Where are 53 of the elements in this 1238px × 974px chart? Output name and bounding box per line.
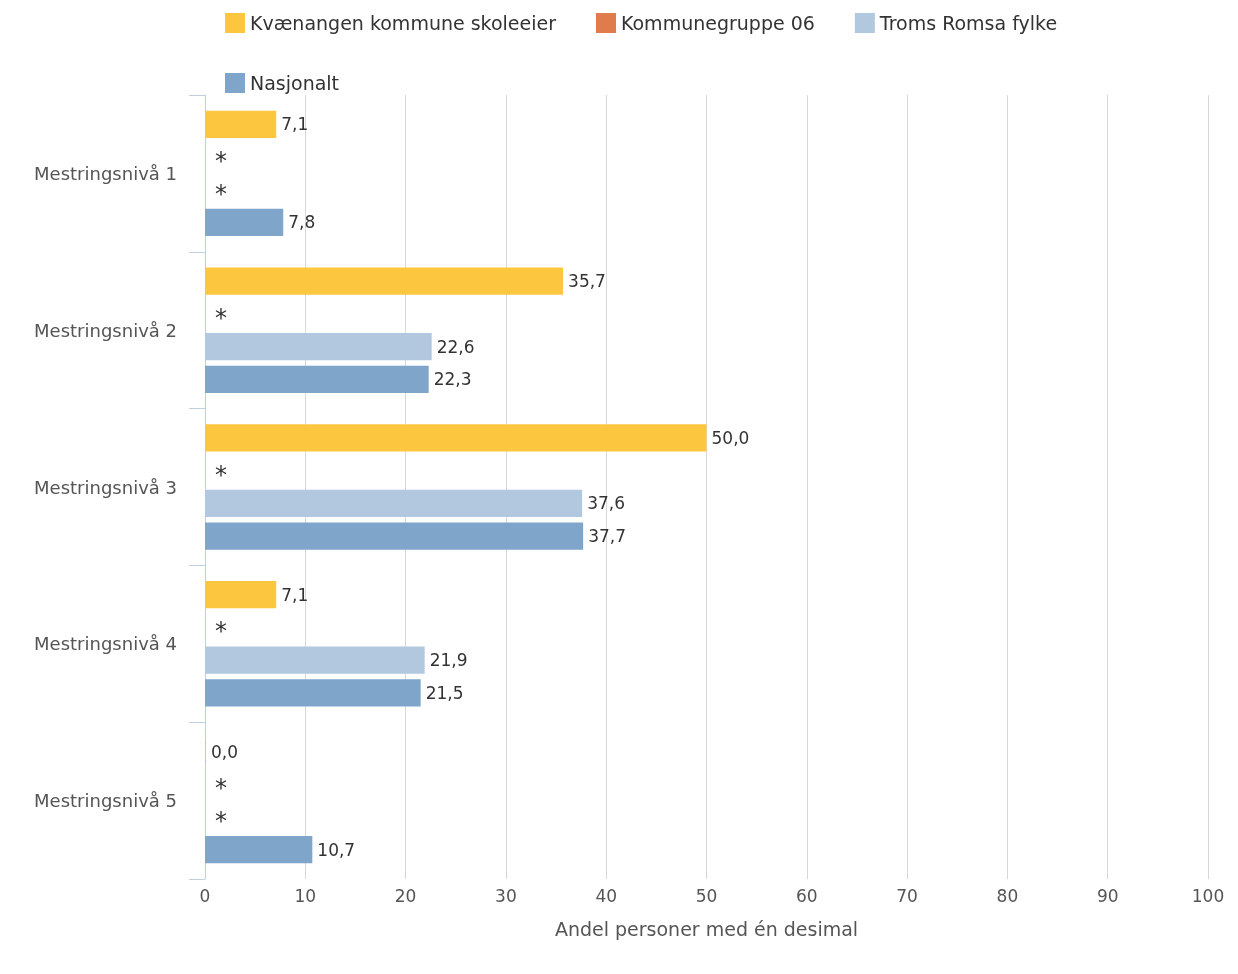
text: * <box>215 460 227 489</box>
bar <box>205 332 432 361</box>
x-tick-label: 70 <box>896 885 918 906</box>
x-tick-label: 50 <box>695 885 718 906</box>
bar <box>205 522 584 550</box>
y-tick-label: Mestringsnivå 3 <box>34 476 177 498</box>
x-tick-label: 20 <box>394 885 417 906</box>
x-tick-label: 100 <box>1191 885 1225 906</box>
data-label: 37,6 <box>587 493 625 514</box>
data-label: 10,7 <box>317 839 356 860</box>
data-label: 37,7 <box>588 526 626 547</box>
text: * <box>215 303 227 332</box>
x-tick-label: 90 <box>1096 885 1119 906</box>
bar <box>205 424 707 452</box>
x-tick-label: 40 <box>595 885 618 906</box>
bar <box>205 581 277 609</box>
data-label: 21,9 <box>429 650 468 671</box>
bar <box>205 489 583 517</box>
data-label: 21,5 <box>425 682 464 703</box>
y-tick-label: Mestringsnivå 1 <box>34 162 177 184</box>
data-label: 7,1 <box>281 584 309 605</box>
y-tick-label: Mestringsnivå 2 <box>34 319 177 341</box>
x-tick-label: 0 <box>199 885 211 906</box>
text: * <box>215 774 227 803</box>
data-label: 35,7 <box>568 271 606 292</box>
bar <box>205 679 421 707</box>
bar <box>205 110 277 138</box>
legend-label: Troms Romsa fylke <box>878 12 1058 34</box>
bar <box>205 646 425 674</box>
x-tick-label: 80 <box>996 885 1019 906</box>
y-tick-label: Mestringsnivå 4 <box>34 633 177 655</box>
bar <box>205 208 284 237</box>
legend-label: Kommunegruppe 06 <box>620 12 815 34</box>
text: * <box>215 806 227 835</box>
bar <box>205 267 564 295</box>
data-label: 7,1 <box>281 114 309 135</box>
legend-label: Nasjonalt <box>250 72 340 94</box>
x-tick-label: 60 <box>795 885 818 906</box>
bar <box>205 365 429 393</box>
data-label: 0,0 <box>211 741 239 762</box>
y-tick-label: Mestringsnivå 5 <box>34 790 177 812</box>
bar <box>205 836 313 864</box>
legend-label: Kvænangen kommune skoleeier <box>250 12 557 34</box>
data-label: 50,0 <box>711 427 750 448</box>
data-label: 7,8 <box>288 212 316 233</box>
x-tick-label: 10 <box>294 885 317 906</box>
text: * <box>215 179 227 208</box>
x-axis-title: Andel personer med én desimal <box>554 917 859 940</box>
text: * <box>215 147 227 176</box>
data-label: 22,3 <box>433 369 472 390</box>
x-tick-label: 30 <box>495 885 517 906</box>
data-label: 22,6 <box>436 336 475 357</box>
text: * <box>215 617 227 646</box>
